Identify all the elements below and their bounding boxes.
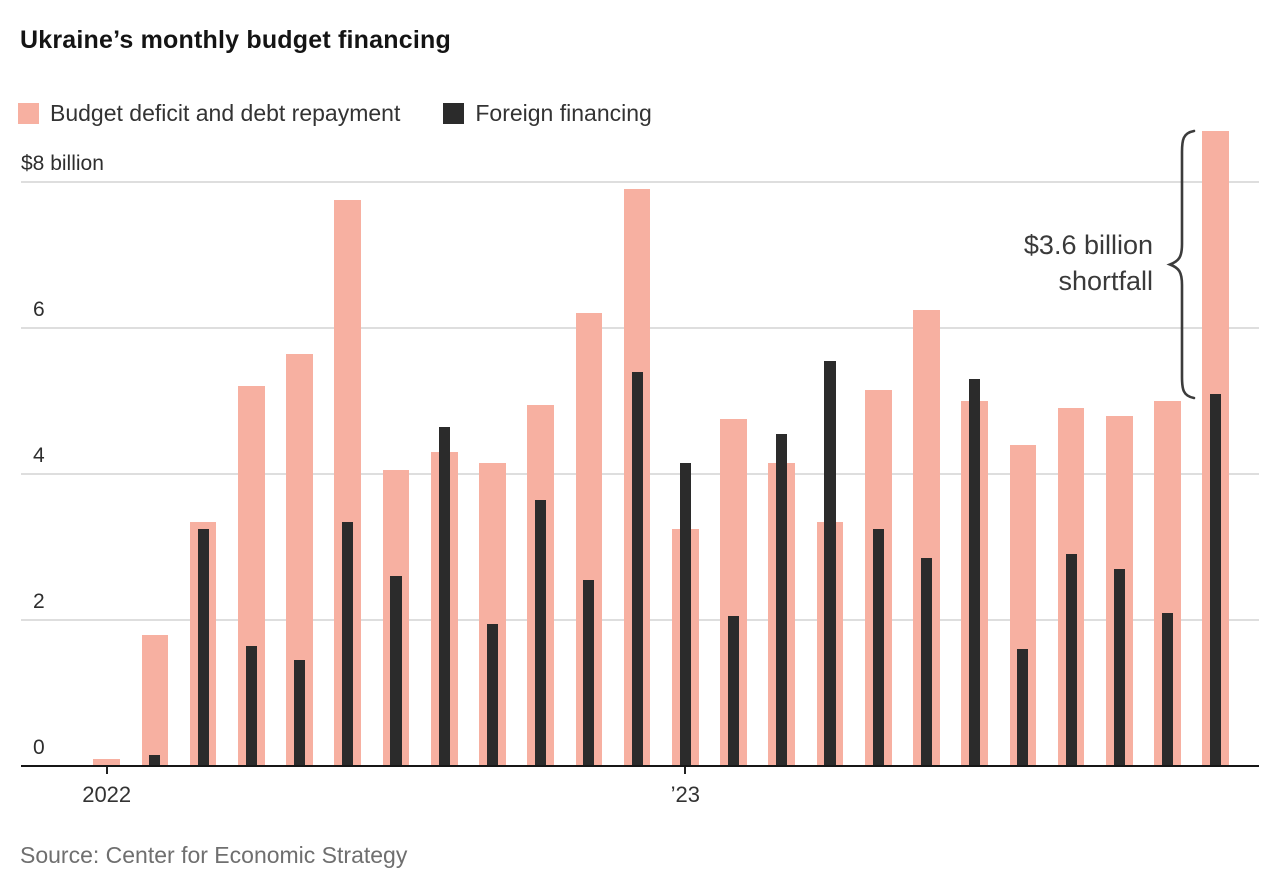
bar-foreign-nov-2022 (583, 579, 595, 766)
bar-foreign-feb-2022 (149, 755, 161, 766)
bar-foreign-mar-2022 (197, 528, 209, 767)
y-tick-label-2: 2 (33, 590, 45, 613)
bar-foreign-may-2022 (294, 660, 306, 766)
foreign-swatch-icon (443, 103, 465, 124)
x-axis-label-12: ’23 (670, 782, 700, 807)
legend-item-foreign: Foreign financing (443, 100, 652, 127)
bar-foreign-dec-2023 (1210, 393, 1222, 766)
bar-foreign-jun-2023 (920, 558, 932, 767)
y-tick-label-0: 0 (33, 736, 45, 759)
bar-foreign-aug-2023 (1017, 649, 1029, 766)
annotation-line-2: shortfall (1058, 266, 1153, 296)
annotation-shortfall: $3.6 billion shortfall (1024, 227, 1153, 299)
y-tick-label-8: $8 billion (21, 152, 104, 175)
bar-deficit-feb-2022 (141, 634, 169, 766)
bar-foreign-apr-2023 (824, 360, 836, 766)
bar-foreign-sep-2023 (1065, 554, 1077, 766)
bar-foreign-may-2023 (872, 528, 884, 767)
page-title: Ukraine’s monthly budget financing (20, 26, 451, 54)
bar-foreign-jul-2022 (390, 576, 402, 766)
legend-item-deficit: Budget deficit and debt repayment (18, 100, 400, 127)
legend-label-foreign: Foreign financing (475, 100, 652, 126)
gridline-8 (21, 181, 1259, 183)
annotation-line-1: $3.6 billion (1023, 230, 1153, 260)
bar-foreign-jan-2023 (679, 463, 691, 766)
bar-foreign-sep-2022 (486, 623, 499, 766)
source-note: Source: Center for Economic Strategy (20, 842, 408, 868)
legend: Budget deficit and debt repayment Foreig… (18, 100, 652, 127)
x-axis-label-0: 2022 (82, 782, 132, 807)
brace-icon (1166, 129, 1196, 400)
x-axis-line (21, 765, 1259, 767)
y-tick-label-6: 6 (33, 298, 45, 321)
bar-foreign-jun-2022 (342, 521, 354, 767)
bar-foreign-jul-2023 (969, 379, 981, 766)
bar-foreign-oct-2023 (1113, 568, 1125, 766)
bar-deficit-jan-2022 (93, 758, 121, 766)
bar-foreign-feb-2023 (728, 616, 740, 766)
legend-label-deficit: Budget deficit and debt repayment (50, 100, 401, 126)
x-tick-mark-0 (105, 767, 108, 774)
deficit-swatch-icon (18, 103, 39, 124)
x-tick-mark-12 (684, 767, 687, 774)
bar-foreign-mar-2023 (776, 433, 788, 766)
bar-foreign-nov-2023 (1161, 612, 1174, 766)
bar-foreign-oct-2022 (535, 499, 547, 766)
bar-foreign-apr-2022 (245, 645, 257, 766)
bar-foreign-aug-2022 (438, 426, 450, 766)
bar-foreign-dec-2022 (631, 371, 643, 766)
y-tick-label-4: 4 (33, 444, 45, 467)
